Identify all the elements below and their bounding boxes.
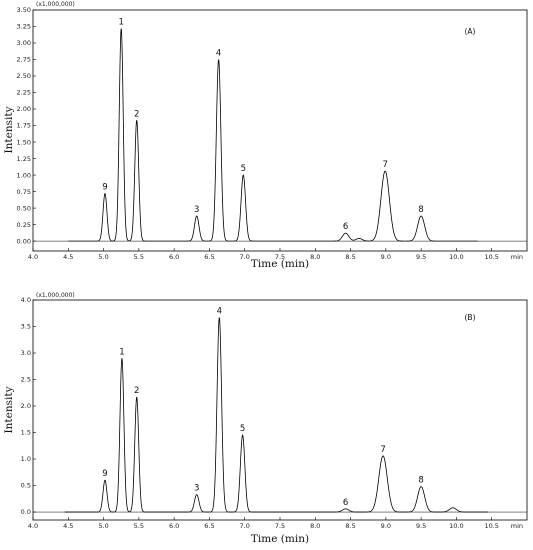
peak-label-5: 5: [240, 424, 245, 434]
peak-label-8: 8: [418, 205, 423, 215]
x-tick-label: 8.0: [310, 522, 320, 530]
y-tick-label: 3.00: [17, 39, 31, 47]
y-tick-label: 1.50: [17, 138, 31, 146]
x-tick-label: 4.0: [28, 253, 38, 261]
peak-label-6: 6: [343, 498, 348, 508]
peak-label-2: 2: [134, 386, 139, 396]
chromatogram-trace: [68, 28, 478, 242]
y-tick-label: 1.75: [17, 122, 31, 130]
x-axis-title: Time (min): [251, 533, 309, 545]
x-unit-label: min: [511, 253, 523, 261]
chromatogram-trace: [64, 317, 489, 513]
x-tick-label: 7.0: [240, 522, 250, 530]
x-tick-label: 5.5: [134, 522, 144, 530]
peak-label-9: 9: [102, 183, 107, 193]
chart-panel-a: 0.00 0.25 0.50 0.75 1.00 1.25 1.50 1.75 2.00 2.25…: [3, 1, 528, 270]
y-tick-label: 0.5: [21, 482, 31, 490]
peak-label-3: 3: [194, 484, 199, 494]
x-tick-label: 8.5: [345, 522, 355, 530]
x-axis-title: Time (min): [251, 258, 309, 270]
scale-factor-label: (x1,000,000): [36, 292, 75, 299]
peak-label-7: 7: [380, 445, 385, 455]
peak-label-1: 1: [119, 17, 124, 27]
peak-label-5: 5: [241, 164, 246, 174]
x-tick-label: 8.0: [310, 253, 320, 261]
x-tick-label: 9.0: [381, 522, 391, 530]
x-tick-label: 5.0: [98, 522, 108, 530]
peak-label-4: 4: [216, 49, 221, 59]
y-tick-label: 2.0: [21, 402, 31, 410]
peak-label-9: 9: [102, 469, 107, 479]
x-tick-label: 6.5: [204, 253, 214, 261]
y-tick-label: 0.0: [21, 508, 31, 516]
peak-label-6: 6: [343, 222, 348, 232]
y-tick-label: 1.25: [17, 155, 31, 163]
x-tick-label: 4.5: [63, 522, 73, 530]
y-axis-title: Intensity: [3, 106, 15, 153]
x-tick-label: 7.5: [275, 253, 285, 261]
chart-panel-b: 0.0 0.5 1.0 1.5 2.0 2.5 3.0 3.5 4.0 4.0 4.5 5.0 5.5 6…: [3, 292, 528, 545]
y-tick-label: 3.25: [17, 23, 31, 31]
y-tick-label: 2.5: [21, 376, 31, 384]
y-tick-label: 3.50: [17, 6, 31, 14]
x-tick-label: 4.0: [28, 522, 38, 530]
y-tick-label: 2.25: [17, 89, 31, 97]
peak-label-4: 4: [217, 306, 222, 316]
x-tick-label: 8.5: [345, 253, 355, 261]
y-tick-label: 0.00: [17, 237, 31, 245]
y-tick-label: 2.00: [17, 105, 31, 113]
x-tick-label: 6.0: [169, 522, 179, 530]
panel-label: (B): [465, 313, 476, 322]
y-tick-label: 4.0: [21, 296, 31, 304]
x-tick-label: 9.0: [381, 253, 391, 261]
x-tick-label: 5.5: [134, 253, 144, 261]
peak-label-7: 7: [382, 160, 387, 170]
x-tick-label: 6.5: [204, 522, 214, 530]
y-tick-label: 1.00: [17, 171, 31, 179]
peak-label-3: 3: [194, 205, 199, 215]
scale-factor-label: (x1,000,000): [36, 1, 75, 8]
y-tick-label: 0.25: [17, 221, 31, 229]
x-tick-label: 10.5: [484, 253, 498, 261]
y-tick-label: 0.50: [17, 204, 31, 212]
y-tick-label: 2.50: [17, 72, 31, 80]
x-unit-label: min: [511, 522, 523, 530]
x-tick-label: 4.5: [63, 253, 73, 261]
y-tick-label: 0.75: [17, 188, 31, 196]
x-tick-label: 10.0: [449, 522, 463, 530]
y-tick-label: 1.0: [21, 455, 31, 463]
x-tick-label: 9.5: [416, 522, 426, 530]
panel-label: (A): [465, 27, 476, 36]
peak-label-2: 2: [134, 109, 139, 119]
y-axis-title: Intensity: [3, 386, 15, 433]
x-tick-label: 7.0: [240, 253, 250, 261]
x-tick-label: 7.5: [275, 522, 285, 530]
peak-label-1: 1: [119, 347, 124, 357]
x-tick-label: 10.0: [449, 253, 463, 261]
y-tick-label: 1.5: [21, 429, 31, 437]
x-tick-label: 5.0: [98, 253, 108, 261]
y-tick-label: 3.5: [21, 323, 31, 331]
plot-frame: [32, 299, 528, 521]
x-tick-label: 10.5: [484, 522, 498, 530]
peak-label-8: 8: [418, 476, 423, 486]
y-tick-label: 2.75: [17, 56, 31, 64]
x-tick-label: 9.5: [416, 253, 426, 261]
x-tick-label: 6.0: [169, 253, 179, 261]
y-tick-label: 3.0: [21, 349, 31, 357]
